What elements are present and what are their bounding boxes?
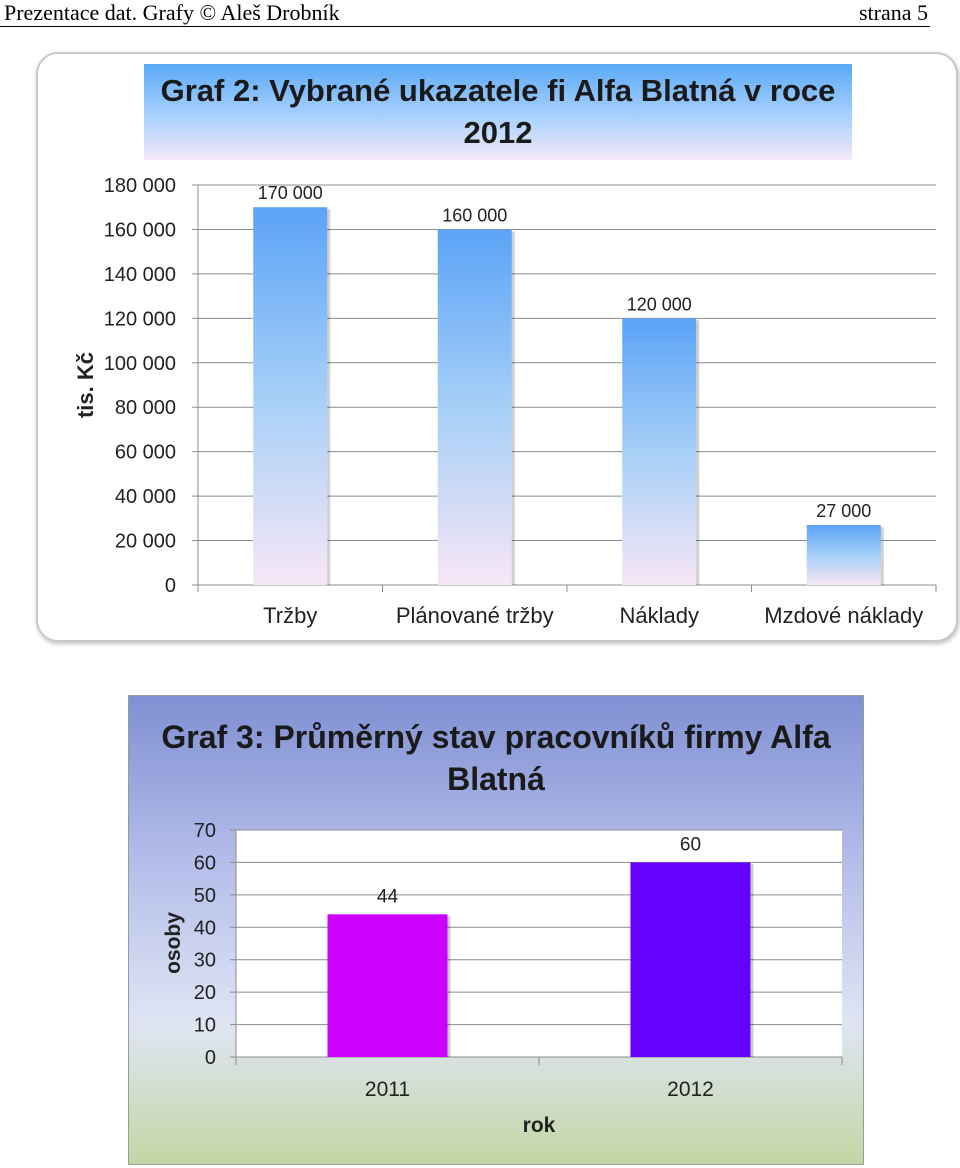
chart2-y-tick-label: 50 [194,885,216,907]
chart2-x-axis-label: rok [523,1114,556,1137]
chart1-category-label: Tržby [263,603,317,628]
chart1-plot: 0 20 000 40 000 60 000 80 000 100 000 120 000 1… [73,175,937,628]
chart1-y-tick-label: 160 000 [104,219,176,241]
chart2-y-tick-label: 10 [194,1015,216,1037]
chart2-bar [327,914,448,1057]
chart1-bar [253,207,328,585]
chart2-title: Graf 3: Průměrný stav pracovníků firmy A… [161,719,831,797]
chart2-data-label: 60 [680,834,701,855]
chart2-y-axis-label: osoby [162,912,185,974]
chart2-y-tick-label: 0 [205,1047,216,1069]
chart1-category-label: Náklady [620,603,699,628]
chart1-y-tick-label: 60 000 [115,442,176,464]
chart1-y-tick-label: 120 000 [104,308,176,330]
chart2-y-tick-label: 60 [194,852,216,874]
chart1-bar [437,229,512,585]
chart1-y-tick-label: 40 000 [115,486,176,508]
chart1-data-label: 160 000 [442,205,507,225]
chart1-category-label: Mzdové náklady [764,603,923,628]
chart1-bar [622,318,697,585]
chart1-data-label: 27 000 [816,501,871,521]
chart2-category-label: 2011 [365,1078,410,1101]
chart1-y-tick-label: 100 000 [104,353,176,375]
chart2-y-tick-label: 70 [194,820,216,842]
chart1-bar [806,525,881,585]
chart1-category-label: Plánované tržby [396,603,554,628]
chart2-category-label: 2012 [667,1078,714,1101]
page-header: Prezentace dat. Grafy © Aleš Drobník str… [0,0,930,27]
chart1-title: Graf 2: Vybrané ukazatele fi Alfa Blatná… [160,73,836,150]
chart1-data-label: 120 000 [627,294,692,314]
chart1-y-tick-label: 0 [165,575,176,597]
chart2-data-label: 44 [377,886,399,907]
chart1-data-label: 170 000 [258,183,323,203]
document-title: Prezentace dat. Grafy © Aleš Drobník [4,0,340,25]
chart2-bar [630,862,751,1057]
chart2-y-tick-label: 40 [194,917,216,939]
chart1-y-axis-label: tis. Kč [73,352,98,418]
page-number: strana 5 [858,0,928,25]
chart1-title-background [144,64,852,160]
chart2-y-tick-label: 30 [194,950,216,972]
chart1-y-tick-label: 140 000 [104,264,176,286]
chart1-y-tick-label: 80 000 [115,397,176,419]
chart2-y-tick-label: 20 [194,982,216,1004]
chart1-y-tick-label: 20 000 [115,531,176,553]
chart2-plot: 0 10 20 30 40 50 60 70 44 2011 60 2012 rok osoby [162,820,843,1137]
chart1-y-tick-label: 180 000 [104,175,176,197]
